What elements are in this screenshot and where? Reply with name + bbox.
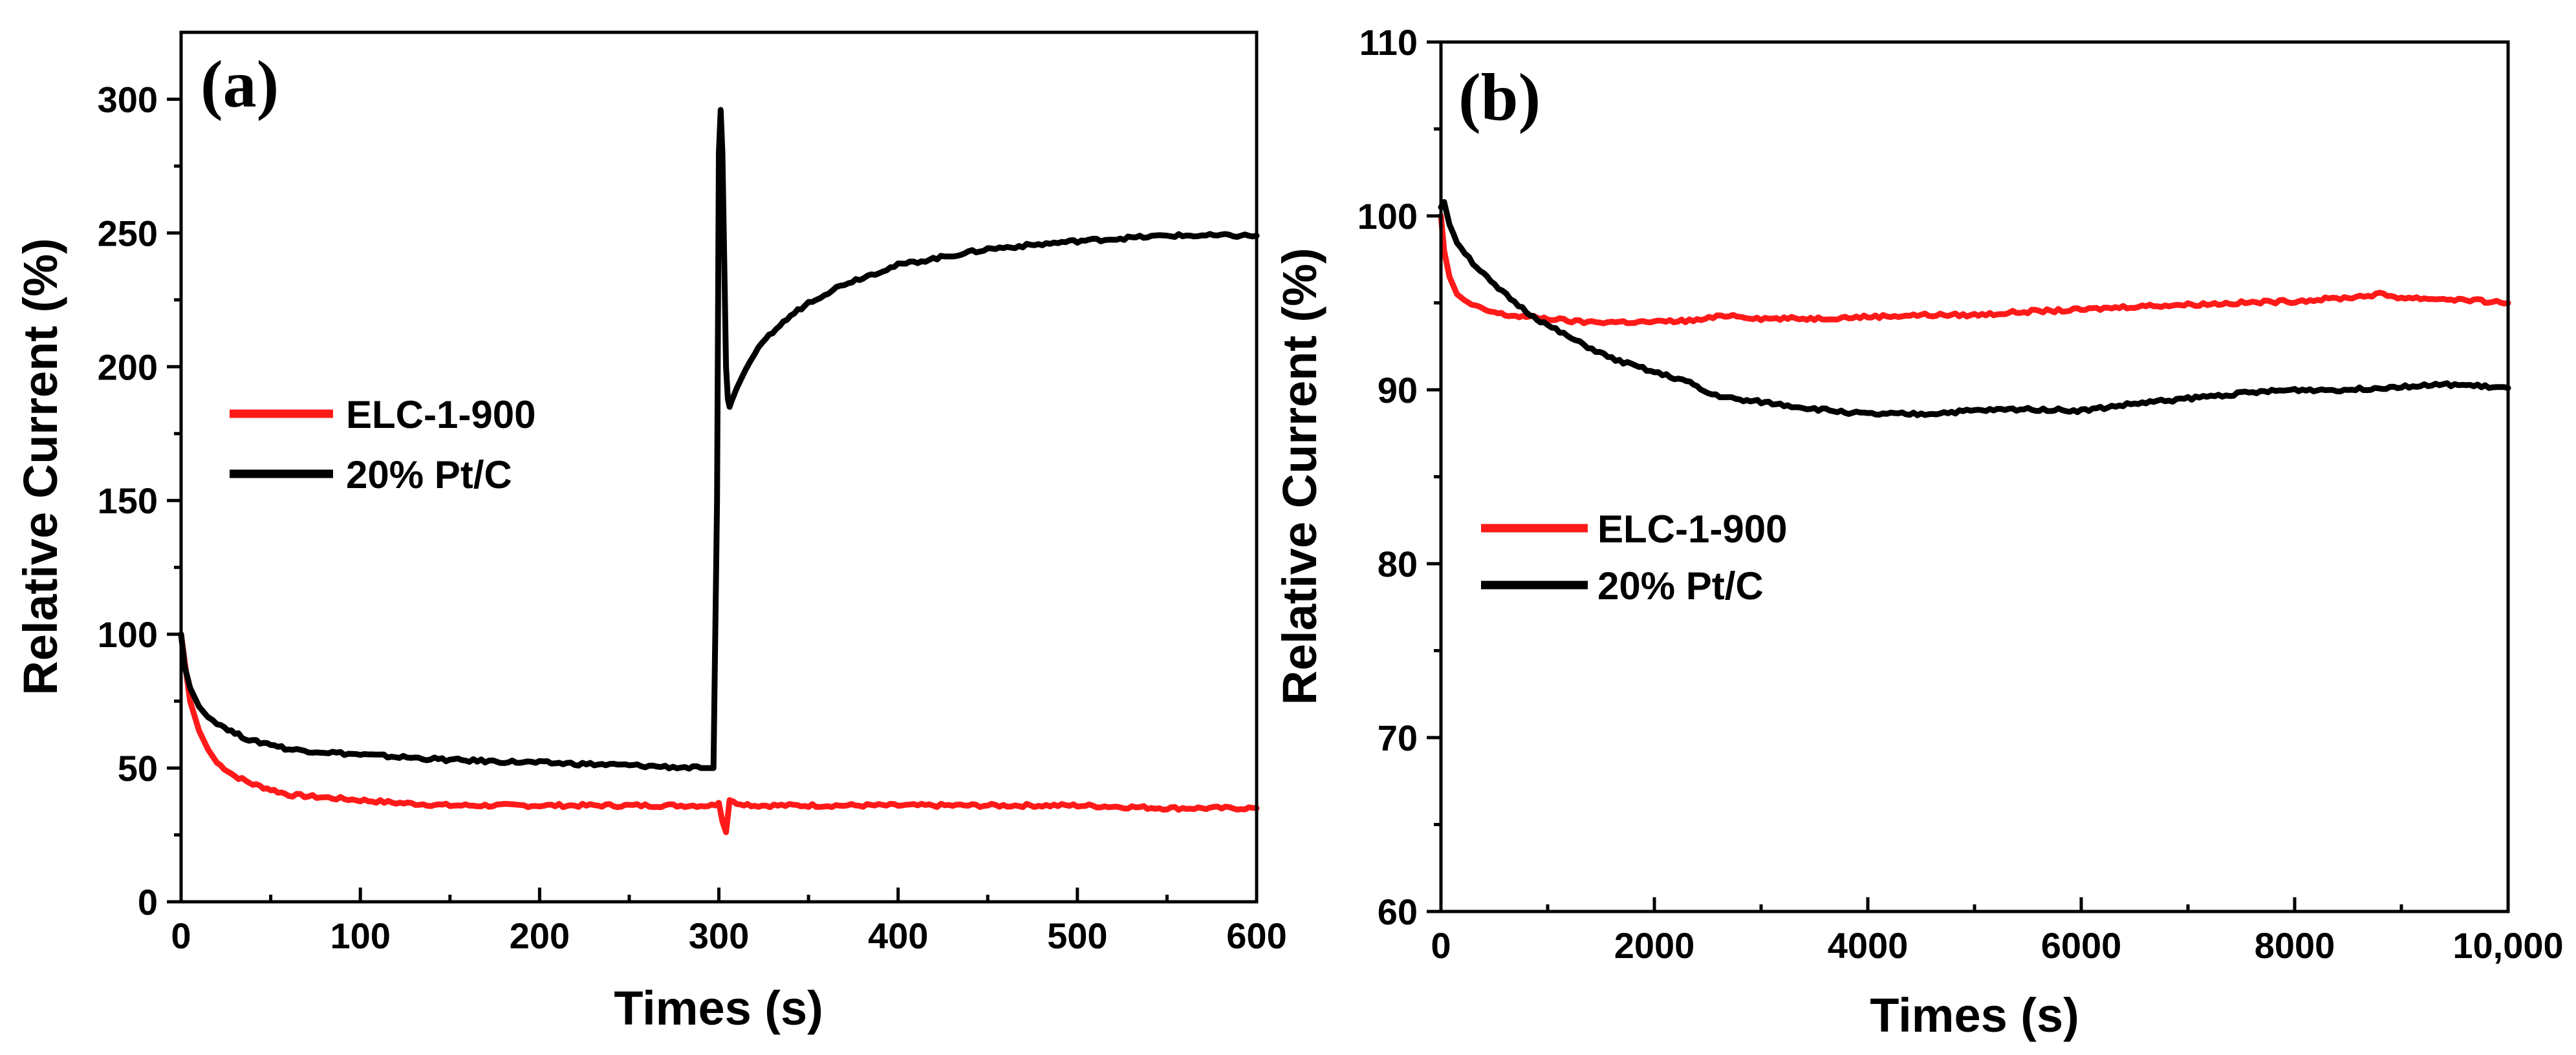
y-tick-label: 300 (98, 79, 158, 120)
panel-b-legend-label-elc: ELC-1-900 (1597, 507, 1787, 551)
panel-a-legend: ELC-1-900 20% Pt/C (230, 393, 536, 496)
y-tick-label: 100 (1358, 196, 1418, 237)
x-tick-label: 8000 (2255, 925, 2335, 966)
panel-b-series-layer (1438, 199, 2511, 418)
x-tick-label: 6000 (2041, 925, 2122, 966)
y-tick-label: 90 (1378, 370, 1418, 410)
panel-b-plot-frame (1439, 40, 2510, 913)
y-tick-label: 80 (1378, 544, 1418, 584)
x-tick-label: 4000 (1828, 925, 1909, 966)
series-line-elc-1-900 (1438, 213, 2511, 326)
panel-a-label: (a) (200, 47, 279, 122)
y-tick-label: 110 (1359, 22, 1418, 63)
x-tick-label: 10,000 (2452, 925, 2563, 966)
series-line-elc-1-900 (178, 631, 1260, 835)
panel-a-x-axis-title: Times (s) (614, 981, 823, 1035)
panel-a-ticks: 0 100 200 300 400 500 600 0 50 100 150 200 250 300 (98, 79, 1287, 956)
panel-b-ticks: 0 2000 4000 6000 8000 10,000 60 70 80 90 100 110 (1358, 22, 2564, 966)
x-tick-label: 400 (868, 915, 928, 956)
panel-b-legend: ELC-1-900 20% Pt/C (1481, 507, 1787, 608)
x-tick-label: 300 (689, 915, 749, 956)
panel-a-chart: 0 100 200 300 400 500 600 0 50 100 150 200 250 300 (a… (14, 30, 1287, 1035)
x-tick-label: 2000 (1614, 925, 1695, 966)
panel-a-series-layer (178, 107, 1260, 835)
y-tick-label: 250 (98, 213, 158, 253)
x-tick-label: 0 (1431, 925, 1451, 966)
series-line-pt-c (1438, 199, 2511, 418)
y-tick-label: 0 (138, 882, 158, 922)
panel-b-chart: 0 2000 4000 6000 8000 10,000 60 70 80 90 100 110 (b… (1273, 22, 2564, 1042)
x-tick-label: 200 (510, 915, 570, 956)
x-tick-label: 600 (1226, 915, 1286, 956)
panel-a-y-axis-title: Relative Current (%) (14, 238, 67, 695)
panel-a-legend-label-ptc: 20% Pt/C (346, 453, 512, 496)
series-line-pt-c (178, 107, 1260, 772)
y-tick-label: 60 (1378, 891, 1418, 932)
panel-b-x-axis-title: Times (s) (1870, 988, 2079, 1042)
panel-a-legend-label-elc: ELC-1-900 (346, 393, 536, 436)
y-tick-label: 50 (118, 748, 158, 789)
y-tick-label: 100 (98, 614, 158, 655)
y-tick-label: 150 (98, 480, 158, 521)
x-tick-label: 100 (330, 915, 390, 956)
panel-b-y-axis-title: Relative Current (%) (1273, 248, 1326, 705)
x-tick-label: 500 (1047, 915, 1107, 956)
y-tick-label: 70 (1378, 718, 1418, 758)
x-tick-label: 0 (171, 915, 191, 956)
panel-b-label: (b) (1458, 60, 1541, 134)
y-tick-label: 200 (98, 346, 158, 387)
panel-b-legend-label-ptc: 20% Pt/C (1597, 564, 1764, 608)
